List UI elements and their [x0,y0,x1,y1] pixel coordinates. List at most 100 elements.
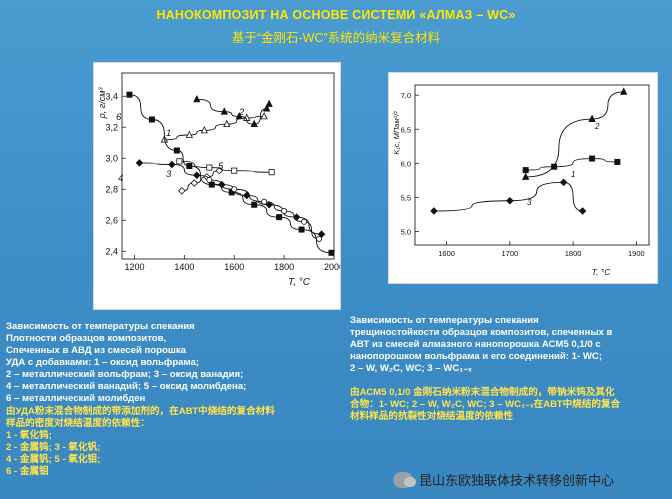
toughness-caption-zh-line: 材料样品的抗裂性对烧结温度的依赖性 [350,411,514,422]
data-point-2 [263,104,271,112]
data-point-3 [178,187,186,195]
y-tick-label: 5,5 [401,193,411,202]
data-point-6 [276,214,283,221]
data-point-6 [173,147,180,154]
curve-label: 2 [594,122,600,131]
data-point-6b [301,218,308,225]
density-caption-ru-line: Плотности образцов композитов, [6,333,167,344]
data-point-3 [578,207,587,215]
toughness-caption-ru-line: трещиностойкости образцов композитов, сп… [350,327,613,338]
data-point-3 [559,178,568,187]
density-caption-ru-line: 2 – металлический вольфрам; 3 – оксид ва… [6,369,244,380]
curve-label: 3 [527,198,532,207]
x-tick-label: 2000 [324,262,340,272]
toughness-caption-ru-line: нанопорошком вольфрама и его соединений:… [350,351,603,362]
density-caption-ru-line: 4 – металлический ванадий; 5 – оксид мол… [6,381,247,392]
series-line-2 [196,98,270,125]
series-line-1 [164,115,265,141]
data-point-4 [168,160,176,169]
x-tick-label: 1400 [174,262,194,272]
data-point-2 [235,112,243,120]
x-tick-label: 1800 [274,262,294,272]
y-tick-label: 6,5 [401,125,411,134]
data-point-2 [620,87,628,95]
data-point-3 [215,166,224,175]
x-tick-label: 1800 [565,249,582,258]
plot-frame [121,72,335,260]
watermark: 昆山东欧独联体技术转移创新中心 [393,470,614,489]
toughness-caption-zh: 由АСМ5 0,1/0 金刚石纳米粉末混合物制成的，带钠米钨及其化 合物：1- W… [350,387,666,423]
density-caption-zh-line: 6 - 金属钼 [6,466,49,477]
data-point-1 [614,158,621,165]
data-point-1 [260,112,268,120]
density-chart-panel: 1200 1400 1600 1800 2000 2,4 2,6 2,8 3,0 3,2 3,4 T,… [93,62,344,310]
data-point-1 [551,163,558,170]
density-caption-ru-line: Зависимость от температуры спекания [6,321,195,332]
density-caption-zh-line: 由УДА粉末混合物制成的带添加剂的，在АВТ中烧结的复合材料 [6,406,275,417]
series-line-3 [433,181,583,212]
x-axis-label: T, °C [288,277,311,288]
toughness-chart: 1600 1700 1800 1900 5,0 5,5 6,0 6,5 7,0 T, °C K₁c,… [392,84,650,277]
data-point-5 [268,169,275,176]
page-subtitle: 基于“金刚石-WC”系统的纳米复合材料 [231,31,441,45]
data-point-5 [176,158,183,165]
data-point-6b [261,198,268,205]
data-point-3 [430,207,438,215]
y-tick-label: 2,6 [105,215,118,225]
toughness-caption-ru: Зависимость от температуры спекания трещи… [350,315,666,375]
curve-label: 1 [571,170,575,179]
density-caption: Зависимость от температуры спекания Плотн… [6,321,336,478]
toughness-caption-zh-line: 由АСМ5 0,1/0 金刚石纳米粉末混合物制成的，带钠米钨及其化 [350,387,615,398]
density-caption-ru: Зависимость от температуры спекания Плотн… [6,321,336,405]
data-point-6 [186,163,193,170]
density-caption-ru-line: Спеченных в АВД из смесей порошка [6,345,187,356]
x-axis-label: T, °C [592,267,612,277]
series-line-3 [181,170,220,192]
watermark-text: 昆山东欧独联体技术转移创新中心 [419,473,615,488]
toughness-caption-zh-line: 合物：1- WC; 2 – W, W₂C, WC; 3 – WC₁₋ₓ在АВТ中… [350,399,621,410]
curve-label: 1 [166,128,171,139]
data-point-5 [206,164,213,171]
density-caption-zh-line: 1 - 氧化钨; [6,430,52,441]
density-caption-zh-line: 2 - 金属钨; 3 - 氧化钒; [6,442,101,453]
data-point-6 [251,201,258,208]
curve-label: 2 [238,107,245,118]
data-point-1 [589,155,596,162]
y-tick-label: 7,0 [401,91,411,100]
density-caption-ru-line: УДА с добавками: 1 – оксид вольфрама; [6,357,200,368]
data-point-1 [223,119,231,128]
data-point-6 [148,116,155,123]
y-tick-label: 6,0 [401,159,411,168]
data-point-6 [298,226,305,233]
density-caption-zh-line: 4 - 金属钒; 5 - 氧化钼; [6,454,101,465]
data-point-6 [328,249,335,256]
data-point-1 [185,130,193,138]
data-point-3 [190,179,199,187]
data-point-4 [135,159,144,167]
x-tick-label: 1700 [502,249,519,258]
x-tick-label: 1200 [124,262,144,272]
data-point-6 [208,181,215,188]
data-point-4 [265,200,273,209]
data-point-1 [200,125,208,134]
curve-label: 5 [218,161,224,172]
data-point-1 [522,167,529,174]
toughness-caption: Зависимость от температуры спекания трещи… [350,315,666,423]
data-point-6b [281,207,288,214]
toughness-caption-ru-line: 2 – W, W₂C, WC; 3 – WC₁₋ₓ [350,363,472,374]
x-tick-label: 1600 [224,262,244,272]
toughness-chart-panel: 1600 1700 1800 1900 5,0 5,5 6,0 6,5 7,0 T, °C K₁c,… [388,72,658,284]
density-caption-zh: 由УДА粉末混合物制成的带添加剂的，在АВТ中烧结的复合材料 样品的密度对烧结温度… [6,406,336,478]
series-line-6b [209,179,320,240]
wechat-icon [393,471,416,488]
curve-label: 6 [116,112,122,123]
data-point-2 [250,119,258,128]
y-axis-label: K₁c, МПам¹/² [392,111,401,155]
density-caption-ru-line: 6 – металлический молибден [6,393,146,404]
data-point-6b [316,235,323,242]
y-tick-label: 2,4 [105,246,118,256]
y-tick-label: 3,0 [105,153,118,163]
data-point-6 [126,91,133,98]
x-tick-label: 1900 [628,249,645,258]
density-caption-zh-line: 样品的密度对烧结温度的依赖性： [6,418,150,429]
